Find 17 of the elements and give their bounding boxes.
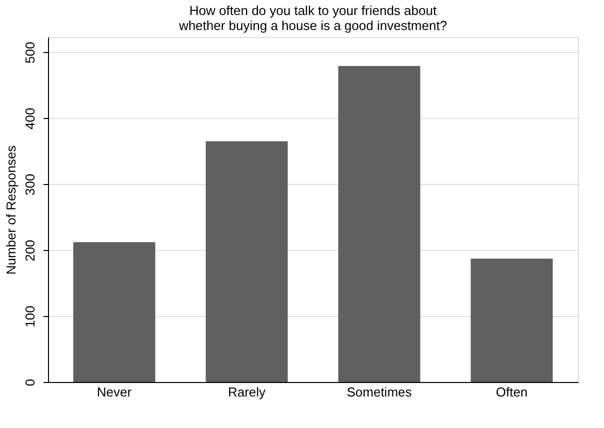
bar	[338, 66, 420, 382]
x-tick-label: Rarely	[228, 384, 266, 400]
x-tick-label: Often	[496, 384, 528, 400]
x-tick-label: Never	[96, 384, 132, 400]
bar	[73, 242, 156, 382]
bar	[206, 141, 288, 382]
y-tick-label: 300	[22, 174, 38, 196]
bar	[470, 258, 553, 382]
y-axis-title: Number of Responses	[4, 144, 18, 275]
y-tick-label: 500	[22, 42, 38, 64]
y-tick-label: 100	[22, 306, 38, 328]
y-tick-label: 0	[22, 378, 38, 386]
y-tick-label: 400	[22, 108, 38, 130]
text: whether buying a house is a good investment?	[178, 18, 448, 33]
x-tick-label: Sometimes	[346, 384, 412, 400]
y-tick-label: 200	[22, 240, 38, 262]
text: How often do you talk to your friends about	[189, 3, 437, 18]
